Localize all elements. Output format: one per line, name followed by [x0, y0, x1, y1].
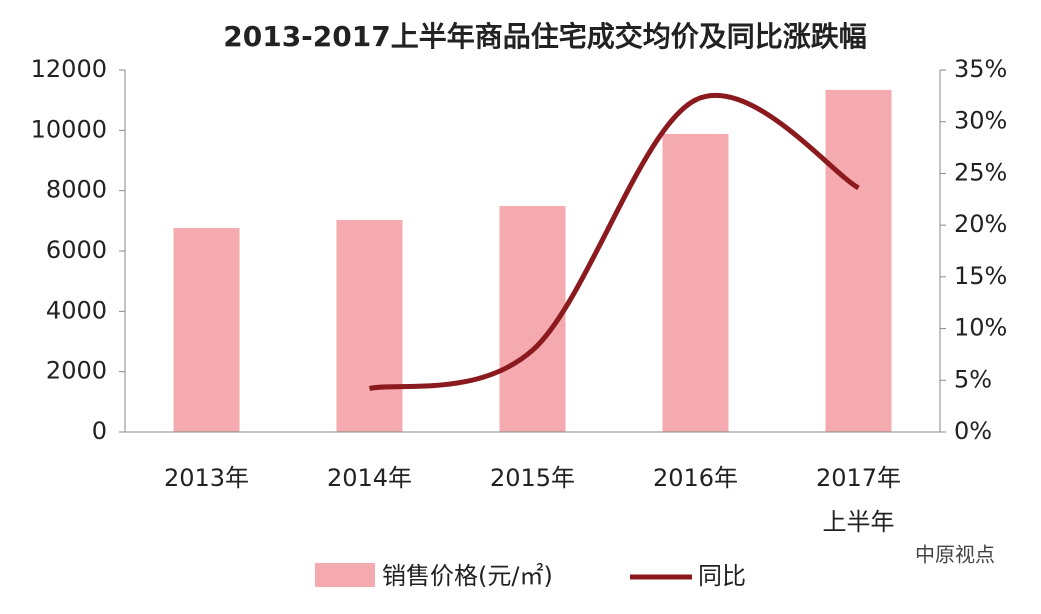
- legend-label: 同比: [698, 562, 746, 590]
- x-label-box: 2015年: [489, 464, 576, 492]
- legend-swatch: [315, 563, 375, 587]
- y2-tick-label: 30%: [954, 107, 1007, 135]
- y2-tick-label: 15%: [954, 262, 1007, 290]
- chart-title: 2013-2017上半年商品住宅成交均价及同比涨跌幅: [223, 20, 866, 53]
- y2-tick-label: 5%: [954, 365, 992, 393]
- y-tick-label: 0: [92, 417, 107, 445]
- y2-tick-label: 25%: [954, 158, 1007, 186]
- y-tick-label: 4000: [46, 296, 107, 324]
- x-tick-label: 2016年: [652, 464, 739, 492]
- bar: [662, 133, 729, 432]
- y-tick-label: 6000: [46, 236, 107, 264]
- y-tick-label: 10000: [31, 115, 107, 143]
- bar: [825, 89, 892, 432]
- legend-label: 销售价格(元/㎡): [382, 562, 553, 590]
- x-tick-label: 2014年: [326, 464, 413, 492]
- x-tick-label: 2015年: [489, 464, 576, 492]
- y2-tick-label: 35%: [954, 55, 1007, 83]
- x-tick-label: 2013年: [163, 464, 250, 492]
- x-label-box: 2016年: [652, 464, 739, 492]
- y2-tick-label: 0%: [954, 417, 992, 445]
- x-label-box: 2017年上半年: [815, 464, 902, 536]
- y2-tick-label: 10%: [954, 314, 1007, 342]
- x-label-box: 2013年: [163, 464, 250, 492]
- bar: [336, 219, 403, 432]
- bar: [173, 228, 240, 432]
- x-label-box: 2014年: [326, 464, 413, 492]
- watermark: 中原视点: [915, 543, 995, 567]
- y-tick-label: 12000: [31, 55, 107, 83]
- y2-tick-label: 20%: [954, 210, 1007, 238]
- x-tick-label: 2017年上半年: [815, 464, 902, 536]
- y-tick-label: 8000: [46, 176, 107, 204]
- line: [368, 92, 860, 392]
- y-tick-label: 2000: [46, 357, 107, 385]
- bar: [499, 206, 566, 432]
